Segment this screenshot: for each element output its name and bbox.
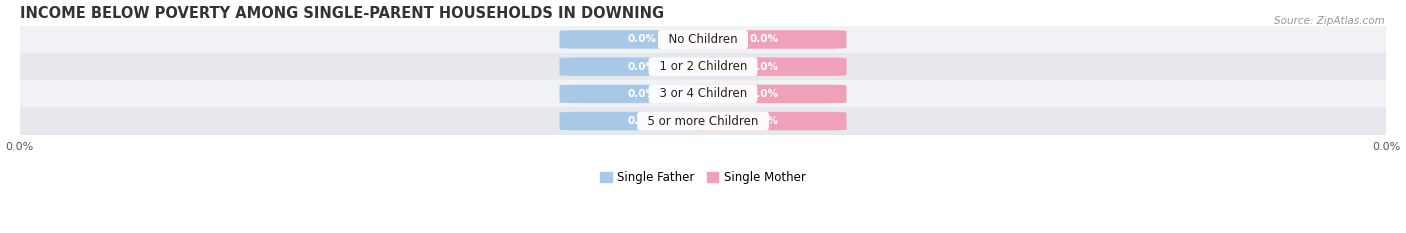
FancyBboxPatch shape xyxy=(560,30,724,49)
FancyBboxPatch shape xyxy=(682,30,846,49)
Text: 0.0%: 0.0% xyxy=(627,62,657,72)
Text: No Children: No Children xyxy=(661,33,745,46)
Text: 0.0%: 0.0% xyxy=(627,34,657,45)
Bar xyxy=(20,107,1386,135)
FancyBboxPatch shape xyxy=(682,112,846,130)
FancyBboxPatch shape xyxy=(560,85,724,103)
Text: 0.0%: 0.0% xyxy=(627,116,657,126)
Text: 0.0%: 0.0% xyxy=(749,34,779,45)
Text: Source: ZipAtlas.com: Source: ZipAtlas.com xyxy=(1274,16,1385,26)
FancyBboxPatch shape xyxy=(560,58,724,76)
Text: 0.0%: 0.0% xyxy=(749,116,779,126)
Text: 0.0%: 0.0% xyxy=(749,89,779,99)
Legend: Single Father, Single Mother: Single Father, Single Mother xyxy=(595,166,811,188)
FancyBboxPatch shape xyxy=(682,85,846,103)
Text: 5 or more Children: 5 or more Children xyxy=(640,115,766,128)
Bar xyxy=(20,53,1386,80)
Text: 0.0%: 0.0% xyxy=(749,62,779,72)
Text: INCOME BELOW POVERTY AMONG SINGLE-PARENT HOUSEHOLDS IN DOWNING: INCOME BELOW POVERTY AMONG SINGLE-PARENT… xyxy=(20,6,664,21)
FancyBboxPatch shape xyxy=(560,112,724,130)
Text: 1 or 2 Children: 1 or 2 Children xyxy=(651,60,755,73)
Bar xyxy=(20,80,1386,107)
Text: 0.0%: 0.0% xyxy=(627,89,657,99)
Bar xyxy=(20,26,1386,53)
Text: 3 or 4 Children: 3 or 4 Children xyxy=(651,87,755,100)
FancyBboxPatch shape xyxy=(682,58,846,76)
